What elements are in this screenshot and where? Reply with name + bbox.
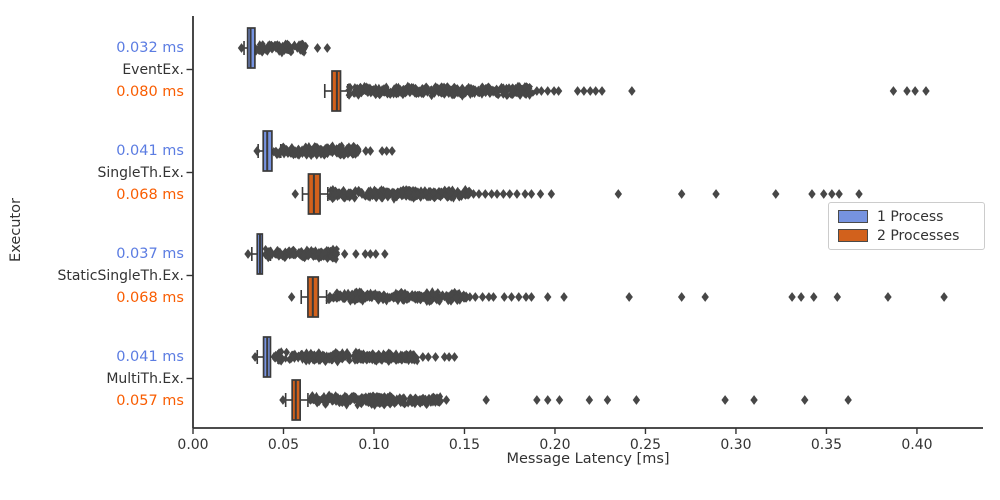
box-EventEx-2proc <box>323 70 930 112</box>
group-tick-label: EventEx. <box>122 62 184 78</box>
median-annotation-2-processes: 0.057 ms <box>116 393 184 409</box>
x-tick-label: 0.25 <box>629 437 662 453</box>
legend-item-1-process: 1 Process <box>838 210 975 224</box>
legend-label-1-process: 1 Process <box>877 208 944 225</box>
legend-swatch-2-processes-icon <box>838 229 868 242</box>
group-tick-label: StaticSingleTh.Ex. <box>57 268 184 284</box>
median-annotation-1-process: 0.032 ms <box>116 40 184 56</box>
x-tick-label: 0.20 <box>539 437 571 453</box>
median-annotation-2-processes: 0.068 ms <box>116 187 184 203</box>
group-tick-label: MultiTh.Ex. <box>106 371 184 387</box>
box-StaticSingleThEx-1proc <box>244 233 389 275</box>
box-MultiThEx-1proc <box>251 336 459 378</box>
x-tick-label: 0.15 <box>448 437 481 453</box>
box-SingleThEx-2proc <box>291 173 863 215</box>
x-tick-label: 0.30 <box>720 437 752 453</box>
box-MultiThEx-2proc <box>279 379 852 421</box>
x-tick-label: 0.40 <box>901 437 933 453</box>
x-tick-label: 0.00 <box>177 437 209 453</box>
y-axis-title: Executor <box>8 198 24 262</box>
x-axis-title: Message Latency [ms] <box>506 451 670 467</box>
x-tick-label: 0.05 <box>267 437 300 453</box>
box-EventEx-1proc <box>237 27 331 69</box>
box-SingleThEx-1proc <box>253 130 396 172</box>
x-tick-label: 0.35 <box>810 437 843 453</box>
box-StaticSingleThEx-2proc <box>287 276 948 318</box>
group-tick-label: SingleTh.Ex. <box>97 165 185 181</box>
median-annotation-1-process: 0.037 ms <box>116 246 184 262</box>
median-annotation-1-process: 0.041 ms <box>116 349 184 365</box>
x-tick-label: 0.10 <box>358 437 390 453</box>
legend-item-2-processes: 2 Processes <box>838 229 975 243</box>
median-annotation-2-processes: 0.080 ms <box>116 84 184 100</box>
legend-label-2-processes: 2 Processes <box>877 227 960 244</box>
median-annotation-1-process: 0.041 ms <box>116 143 184 159</box>
legend: 1 Process 2 Processes <box>828 202 985 250</box>
legend-swatch-1-process-icon <box>838 210 868 223</box>
median-annotation-2-processes: 0.068 ms <box>116 290 184 306</box>
